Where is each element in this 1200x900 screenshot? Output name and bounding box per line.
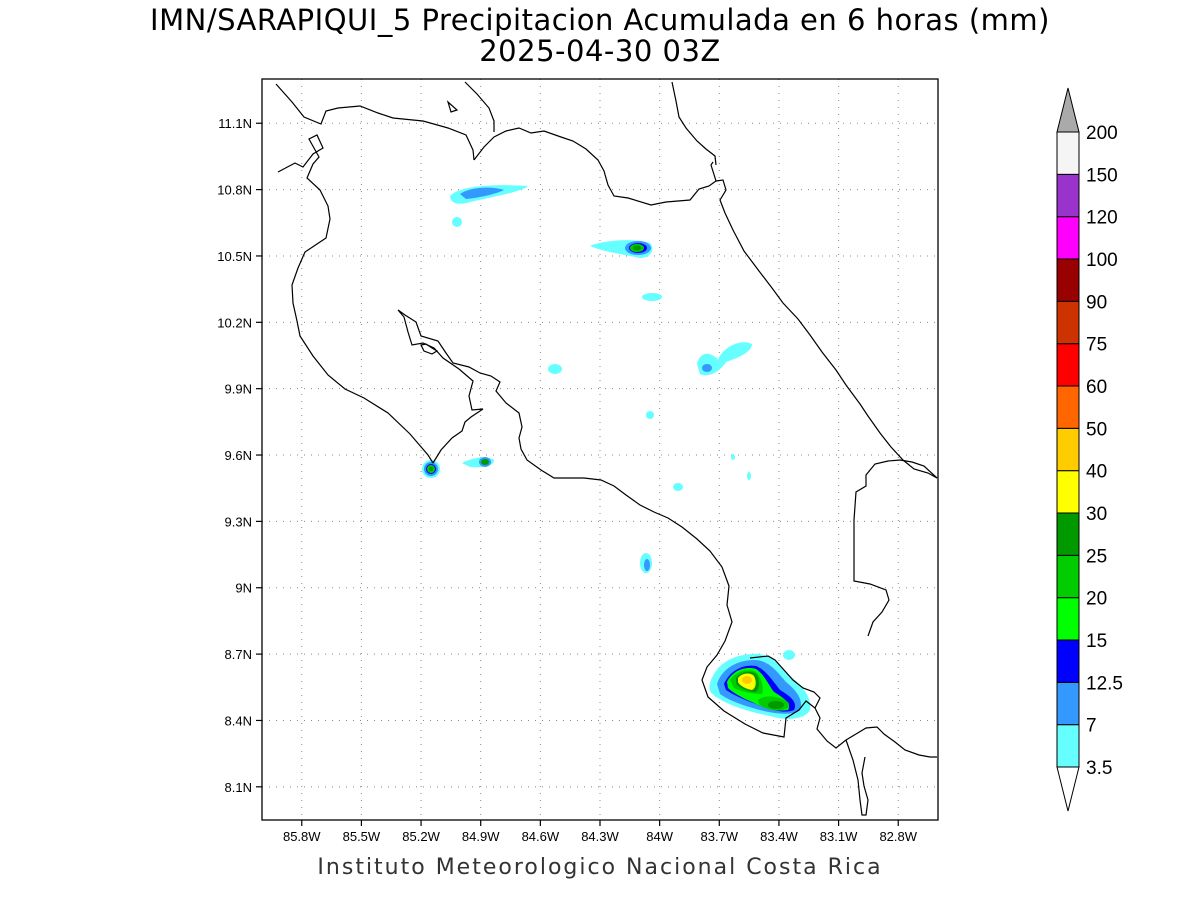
colorbar-swatch bbox=[1056, 724, 1080, 768]
colorbar-under-arrow bbox=[1056, 766, 1080, 812]
colorbar-swatch bbox=[1056, 258, 1080, 302]
colorbar-swatch bbox=[1056, 216, 1080, 260]
colorbar-label: 40 bbox=[1086, 462, 1107, 483]
colorbar: 3.5 7 12.5 15 20 25 30 40 50 60 75 90 100 120 150 200 bbox=[1056, 87, 1123, 812]
colorbar-label: 200 bbox=[1086, 123, 1118, 144]
lon-tick-label: 84W bbox=[646, 829, 673, 844]
lon-tick-label: 85.5W bbox=[343, 829, 381, 844]
precip-cell-gulf bbox=[462, 457, 494, 468]
colorbar-swatch bbox=[1056, 512, 1080, 556]
map-footer: Instituto Meteorologico Nacional Costa R… bbox=[317, 855, 883, 880]
panama-border-south bbox=[749, 655, 821, 709]
colorbar-swatch bbox=[1056, 131, 1080, 175]
precip-cell-small bbox=[731, 454, 735, 460]
lon-tick-label: 85.8W bbox=[283, 829, 321, 844]
map-title: IMN/SARAPIQUI_5 Precipitacion Acumulada … bbox=[150, 3, 1050, 37]
colorbar-over-arrow bbox=[1056, 87, 1080, 133]
precip-cell-small bbox=[646, 411, 654, 419]
precip-cell-small bbox=[783, 650, 795, 660]
map-frame bbox=[261, 78, 939, 821]
precip-cell-small bbox=[642, 293, 662, 301]
colorbar-swatch bbox=[1056, 681, 1080, 726]
colorbar-label: 12.5 bbox=[1086, 673, 1123, 694]
lon-tick-label: 83.7W bbox=[701, 829, 739, 844]
lat-tick-label: 9.6N bbox=[225, 448, 252, 463]
lon-tick-label: 84.6W bbox=[522, 829, 560, 844]
caribbean-nicaragua-coast bbox=[275, 83, 475, 161]
precip-cell-sarapiqui bbox=[590, 240, 653, 258]
lat-tick-label: 9.9N bbox=[225, 382, 252, 397]
lon-tick-label: 82.8W bbox=[879, 829, 917, 844]
lat-tick-label: 8.7N bbox=[225, 647, 252, 662]
lon-tick-label: 84.3W bbox=[581, 829, 619, 844]
precip-cell-nicoya bbox=[422, 460, 440, 478]
colorbar-swatch bbox=[1056, 173, 1080, 218]
lon-tick-label: 83.1W bbox=[820, 829, 858, 844]
colorbar-label: 120 bbox=[1086, 208, 1118, 229]
lat-tick-label: 9.3N bbox=[225, 514, 252, 529]
colorbar-swatch bbox=[1056, 343, 1080, 387]
gulf-of-nicoya bbox=[397, 309, 937, 758]
colorbar-swatch bbox=[1056, 300, 1080, 345]
precipitation-fields bbox=[422, 185, 811, 719]
lon-tick-label: 85.2W bbox=[402, 829, 440, 844]
burica-peninsula bbox=[845, 739, 869, 816]
colorbar-label: 100 bbox=[1086, 250, 1118, 271]
san-juan-river-east bbox=[671, 81, 717, 166]
lat-tick-label: 11.1N bbox=[218, 116, 252, 131]
lat-tick-label: 10.2N bbox=[217, 315, 252, 330]
lake-shore bbox=[473, 127, 717, 206]
chira-island bbox=[420, 343, 439, 355]
axis-ticks: 11.1N 10.8N 10.5N 10.2N 9.9N 9.6N 9.3N 9N 8.7N 8.… bbox=[217, 116, 917, 844]
colorbar-label: 50 bbox=[1086, 419, 1107, 440]
colorbar-label: 7 bbox=[1086, 716, 1097, 737]
lat-tick-label: 9N bbox=[235, 581, 252, 596]
precip-cell-caribbean bbox=[697, 342, 752, 376]
colorbar-label: 90 bbox=[1086, 292, 1107, 313]
precip-cell-small bbox=[747, 472, 751, 480]
lat-tick-label: 10.5N bbox=[217, 249, 252, 264]
colorbar-label: 150 bbox=[1086, 165, 1118, 186]
colorbar-label: 3.5 bbox=[1086, 758, 1112, 779]
panama-border-north bbox=[853, 459, 938, 637]
colorbar-label: 15 bbox=[1086, 631, 1107, 652]
lat-tick-label: 8.1N bbox=[225, 780, 252, 795]
lon-tick-label: 83.4W bbox=[760, 829, 798, 844]
coastline bbox=[275, 81, 938, 816]
map-subtitle: 2025-04-30 03Z bbox=[479, 34, 721, 68]
colorbar-label: 30 bbox=[1086, 504, 1107, 525]
colorbar-label: 25 bbox=[1086, 546, 1107, 567]
colorbar-swatch bbox=[1056, 470, 1080, 514]
caribbean-coast bbox=[715, 179, 938, 479]
pacific-nicoya-coast bbox=[277, 134, 434, 464]
colorbar-swatch bbox=[1056, 639, 1080, 683]
lon-tick-label: 84.9W bbox=[462, 829, 500, 844]
colorbar-swatch bbox=[1056, 554, 1080, 599]
precip-cell-small bbox=[673, 483, 683, 491]
colorbar-label: 60 bbox=[1086, 377, 1107, 398]
colorbar-swatch bbox=[1056, 385, 1080, 429]
colorbar-label: 75 bbox=[1086, 335, 1107, 356]
precip-cell-north bbox=[450, 185, 528, 227]
precip-cell-south-heavy bbox=[709, 653, 811, 719]
precip-cell-small bbox=[548, 364, 562, 374]
map-gridlines bbox=[262, 79, 938, 820]
lat-tick-label: 8.4N bbox=[225, 713, 252, 728]
nicaragua-north-coast bbox=[464, 81, 495, 132]
colorbar-label: 20 bbox=[1086, 589, 1107, 610]
lat-tick-label: 10.8N bbox=[217, 183, 252, 198]
lake-cocibolca-island bbox=[446, 100, 459, 113]
colorbar-swatch bbox=[1056, 597, 1080, 641]
precip-cell-pacific bbox=[640, 553, 652, 573]
colorbar-swatch bbox=[1056, 427, 1080, 472]
